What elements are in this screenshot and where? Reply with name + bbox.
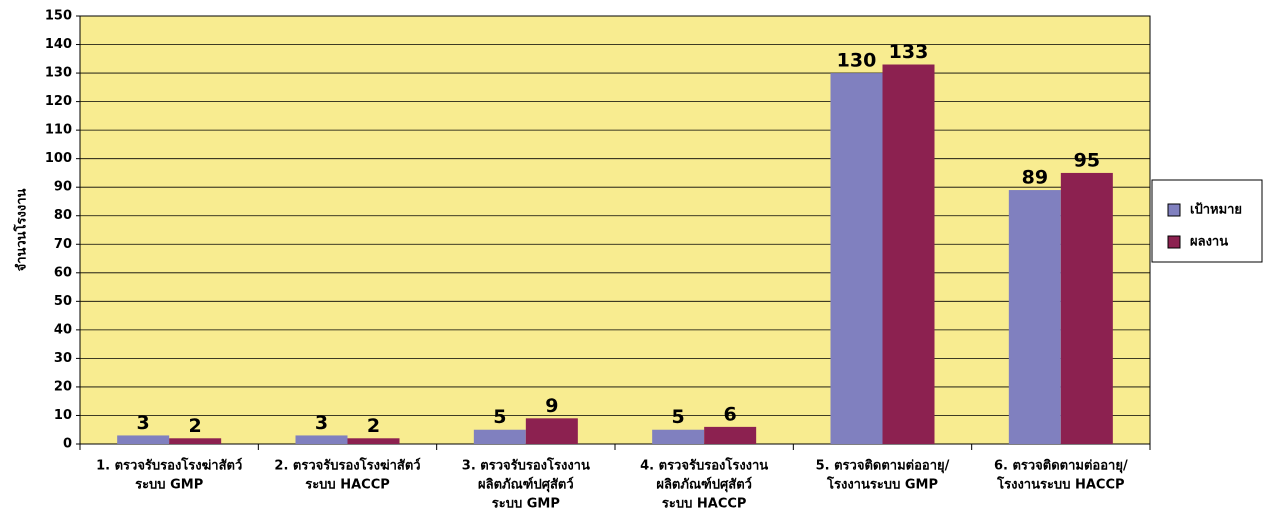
data-label: 6 [724, 403, 737, 425]
x-tick-label: 6. ตรวจติดตามต่ออายุ/ [994, 459, 1128, 474]
bar [882, 64, 935, 445]
legend-label: ผลงาน [1190, 235, 1228, 250]
x-tick-label: 3. ตรวจรับรองโรงงาน [462, 457, 590, 474]
x-tick-label: ระบบ GMP [492, 497, 560, 512]
legend-swatch [1167, 203, 1181, 217]
bar [295, 435, 348, 444]
y-tick-label: 130 [45, 66, 72, 81]
y-tick-label: 20 [54, 379, 72, 394]
y-tick-label: 110 [45, 123, 72, 138]
plot-area [79, 15, 1151, 445]
x-tick-label: 4. ตรวจรับรองโรงงาน [640, 457, 768, 474]
x-tick-label: โรงงานระบบ GMP [826, 476, 938, 493]
bar [1060, 172, 1113, 444]
y-axis-label: จำนวนโรงงาน [13, 188, 30, 271]
x-tick-label: 5. ตรวจติดตามต่ออายุ/ [816, 459, 950, 474]
y-tick-label: 30 [54, 351, 72, 366]
bar [347, 438, 400, 444]
data-label: 95 [1074, 149, 1100, 171]
data-label: 133 [889, 41, 929, 63]
data-label: 5 [672, 406, 685, 428]
legend-box [1151, 179, 1263, 263]
legend-label: เป้าหมาย [1190, 202, 1242, 218]
x-tick-label: ระบบ HACCP [662, 497, 747, 512]
data-label: 3 [315, 412, 328, 434]
bar [830, 73, 883, 445]
x-tick-label: ระบบ HACCP [305, 478, 390, 493]
y-tick-label: 140 [45, 37, 72, 52]
data-label: 2 [189, 415, 202, 437]
bar [652, 429, 705, 444]
y-tick-label: 40 [54, 322, 72, 337]
bar [1008, 190, 1061, 444]
bar [704, 426, 757, 444]
y-tick-label: 0 [63, 437, 72, 452]
y-tick-label: 60 [54, 265, 72, 280]
bar [473, 429, 526, 444]
x-tick-label: โรงงานระบบ HACCP [996, 476, 1124, 493]
y-tick-label: 100 [45, 151, 72, 166]
y-tick-label: 50 [54, 294, 72, 309]
x-tick-label: ผลิตภัณฑ์ปศุสัตว์ [478, 477, 574, 493]
bar [169, 438, 222, 444]
data-label: 130 [837, 50, 877, 72]
bar [525, 418, 578, 444]
y-tick-label: 10 [54, 408, 72, 423]
x-tick-label: 1. ตรวจรับรองโรงฆ่าสัตว์ [96, 457, 242, 474]
data-label: 3 [137, 412, 150, 434]
data-label: 9 [545, 395, 558, 417]
legend-swatch [1167, 235, 1181, 249]
x-tick-label: 2. ตรวจรับรองโรงฆ่าสัตว์ [274, 457, 420, 474]
data-label: 89 [1022, 167, 1048, 189]
y-tick-label: 120 [45, 94, 72, 109]
y-tick-label: 150 [45, 9, 72, 24]
y-tick-label: 90 [54, 180, 72, 195]
y-tick-label: 70 [54, 237, 72, 252]
data-label: 2 [367, 415, 380, 437]
x-tick-label: ผลิตภัณฑ์ปศุสัตว์ [656, 477, 752, 493]
x-tick-label: ระบบ GMP [135, 478, 203, 493]
data-label: 5 [493, 406, 506, 428]
bar [117, 435, 170, 444]
y-tick-label: 80 [54, 208, 72, 223]
